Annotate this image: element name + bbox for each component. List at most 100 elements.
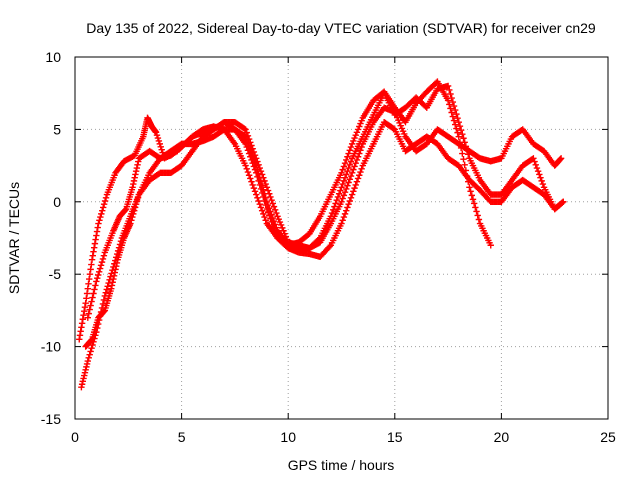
data-point [339,217,346,224]
data-point [245,172,253,179]
data-point [346,161,353,168]
data-point [127,220,134,227]
data-point [347,143,355,151]
data-point [91,240,99,247]
data-point [347,158,355,165]
data-point [154,134,162,142]
data-point [99,207,106,214]
data-point [132,171,139,178]
data-point [84,357,91,365]
data-point [338,220,345,227]
data-point [93,278,100,285]
data-point [242,126,249,133]
data-point [344,182,351,189]
x-axis-label: GPS time / hours [288,457,395,473]
data-point [131,174,138,181]
data-point [455,133,462,140]
data-point [89,252,96,259]
data-point [152,129,160,136]
data-point [533,164,541,172]
data-point [100,201,108,208]
data-point [454,129,461,136]
data-point [328,209,336,217]
data-point [350,188,357,195]
data-point [449,113,457,120]
data-point [131,204,139,211]
data-point [267,215,274,222]
data-point [247,175,254,182]
data-point [354,153,362,160]
data-point [344,153,351,160]
data-point [79,378,87,385]
data-point [81,369,89,376]
data-point [462,143,470,150]
data-point [276,218,284,226]
data-point [260,193,267,201]
data-point [341,188,349,196]
x-tick-label: 25 [600,429,616,445]
data-point [247,153,254,160]
data-point [250,163,258,170]
data-point [345,150,352,157]
data-point [244,147,252,154]
data-point [96,217,103,224]
data-point [257,168,265,175]
plot-frame [74,56,609,420]
data-point [346,176,353,183]
data-point [76,332,84,339]
data-point [264,187,272,194]
data-point [257,204,265,211]
data-point [77,328,84,335]
data-point [348,169,356,177]
data-point [531,158,538,165]
data-point [88,261,95,268]
data-point [338,169,345,177]
y-tick-label: 0 [53,194,61,210]
data-point [450,117,458,124]
data-point [457,127,465,134]
data-point [282,233,290,240]
data-point [339,195,346,202]
data-point [248,142,255,149]
data-point [261,177,268,185]
data-point [100,252,108,259]
data-point [337,187,344,194]
data-point [260,174,267,181]
data-point [280,227,287,234]
data-point [452,121,459,128]
data-point [97,213,104,221]
data-point [268,196,275,204]
data-point [532,161,539,168]
data-point [271,206,279,214]
data-point [275,215,282,223]
data-point [356,123,363,130]
x-tick-label: 0 [71,429,79,445]
data-point [99,300,107,308]
data-point [357,147,364,154]
data-point [132,168,140,175]
data-point [557,155,564,163]
data-point [99,255,107,263]
y-tick-label: -5 [49,266,62,282]
data-point [243,165,250,173]
data-point [157,143,164,150]
data-point [469,196,477,203]
grid-lines [75,57,608,419]
data-point [335,190,343,197]
data-point [247,139,254,146]
y-tick-label: -10 [41,339,61,355]
data-point [358,165,365,173]
data-point [158,146,165,153]
data-point [249,145,256,152]
data-point [99,204,107,211]
data-point [78,383,85,391]
data-point [270,225,278,232]
data-point [88,345,95,352]
data-point [248,156,255,164]
data-point [456,122,464,130]
data-point [256,181,263,189]
x-tick-label: 15 [387,429,403,445]
data-point [468,192,475,199]
data-point [487,242,494,249]
data-point [271,228,279,235]
